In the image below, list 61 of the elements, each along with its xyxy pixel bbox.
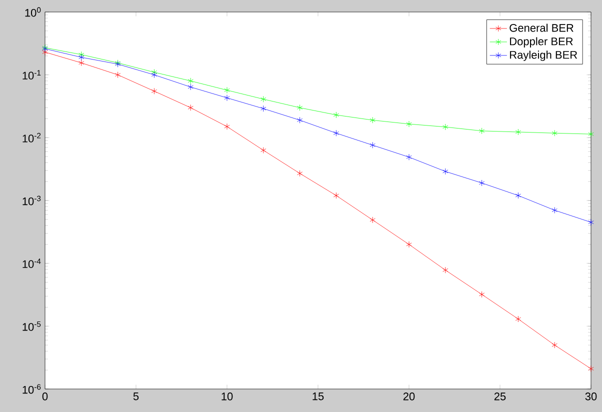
point [370,142,376,148]
y-tick-label: 10$^{0}$ [25,7,41,17]
y-tick-label: 10$^{-2}$ [22,132,41,142]
point [297,104,303,111]
legend-label: Doppler BER [510,37,573,48]
point [442,266,448,274]
point [515,316,521,322]
x-tick-label: 0 [42,392,48,400]
x-tick-label: 5 [133,392,139,400]
point [297,170,303,177]
point [188,84,194,90]
point [588,130,594,138]
point [515,192,521,199]
point [224,123,230,130]
point [151,72,158,78]
point [479,128,485,134]
point [588,366,594,372]
point [442,168,448,175]
point [479,180,485,186]
point [188,104,194,111]
point [297,116,303,124]
point [224,86,230,94]
y-tick-label: 10$^{-4}$ [22,258,41,268]
x-tick-label: 25 [494,392,506,400]
point [588,219,594,226]
point [224,94,230,102]
point [333,192,339,199]
point [333,130,339,136]
point [552,130,558,136]
legend-label: Rayleigh BER [510,50,578,61]
point [442,124,448,130]
x-tick-label: 15 [312,392,324,400]
point [188,78,194,84]
x-tick-label: 10 [222,392,233,400]
point [115,72,121,78]
y-tick-label: 10$^{-6}$ [22,384,41,394]
point [151,69,158,76]
x-tick-label: 20 [403,392,415,400]
point [78,60,84,66]
point [260,147,266,154]
y-tick-label: 10$^{-1}$ [22,70,41,80]
point [260,96,266,102]
point [260,105,266,112]
point [406,241,412,248]
point [78,54,84,61]
point [479,291,485,298]
point [552,207,558,214]
point [333,112,339,118]
point [42,48,48,56]
y-tick-label: 10$^{-5}$ [22,321,41,331]
legend-label: General BER [510,24,574,32]
point [151,88,158,94]
x-tick-label: 30 [585,392,597,400]
point [406,120,412,128]
point [515,128,521,136]
point [78,51,84,58]
y-tick-label: 10$^{-3}$ [22,196,41,206]
point [552,342,558,348]
point [406,154,412,160]
point [370,116,376,124]
point [370,216,376,224]
